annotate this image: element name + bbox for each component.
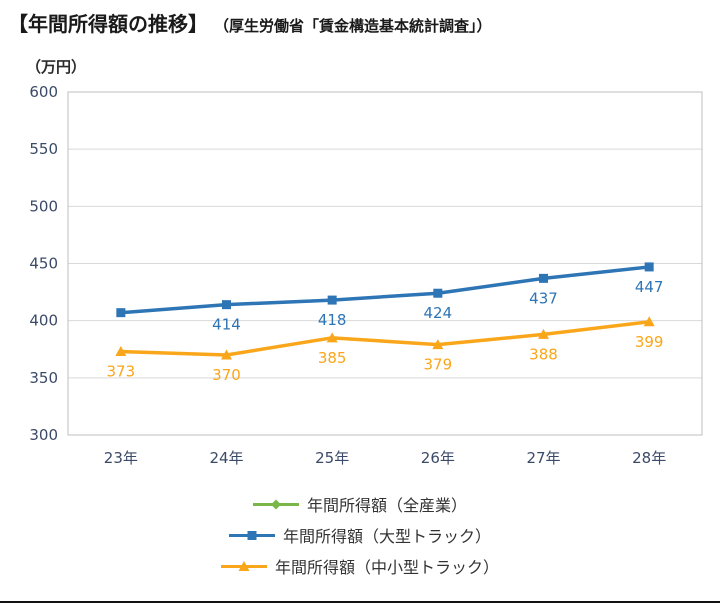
- y-axis-unit-label: （万円）: [26, 58, 87, 76]
- legend-label: 年間所得額（全産業）: [306, 496, 467, 515]
- svg-text:414: 414: [212, 316, 241, 334]
- svg-text:370: 370: [212, 366, 241, 384]
- chart-legend: 年間所得額（全産業） 年間所得額（大型トラック） 年間所得額（中小型トラック）: [0, 492, 720, 578]
- svg-text:437: 437: [529, 289, 558, 307]
- svg-text:28年: 28年: [632, 449, 666, 467]
- svg-text:385: 385: [318, 349, 347, 367]
- svg-text:23年: 23年: [104, 449, 138, 467]
- svg-text:500: 500: [29, 197, 58, 215]
- line-chart: 300 350 400 450 500 550 600 23年 24年 25年 26年 27年 28年 4…: [29, 83, 703, 467]
- svg-text:379: 379: [424, 356, 453, 374]
- header: 【年間所得額の推移】 （厚生労働省「賃金構造基本統計調査」）: [8, 8, 712, 37]
- legend-label: 年間所得額（大型トラック）: [282, 527, 491, 546]
- svg-text:373: 373: [107, 363, 136, 381]
- svg-text:300: 300: [29, 426, 58, 444]
- svg-text:25年: 25年: [315, 449, 349, 467]
- svg-text:350: 350: [29, 369, 58, 387]
- svg-text:600: 600: [29, 83, 58, 101]
- legend-item: 年間所得額（中小型トラック）: [220, 554, 499, 578]
- bottom-divider: [0, 601, 720, 603]
- svg-text:399: 399: [635, 333, 664, 351]
- svg-text:27年: 27年: [526, 449, 560, 467]
- chart-source: （厚生労働省「賃金構造基本統計調査」）: [214, 17, 492, 35]
- svg-text:550: 550: [29, 140, 58, 158]
- square-marker-icon: [228, 530, 275, 540]
- svg-text:450: 450: [29, 255, 58, 273]
- svg-text:24年: 24年: [209, 449, 243, 467]
- svg-text:400: 400: [29, 312, 58, 330]
- svg-text:26年: 26年: [421, 449, 455, 467]
- legend-label: 年間所得額（中小型トラック）: [274, 558, 499, 577]
- triangle-marker-icon: [220, 560, 267, 571]
- svg-text:424: 424: [424, 304, 453, 322]
- svg-text:388: 388: [529, 345, 558, 363]
- legend-item: 年間所得額（全産業）: [252, 492, 467, 516]
- svg-text:418: 418: [318, 311, 347, 329]
- svg-text:447: 447: [635, 278, 664, 296]
- legend-item: 年間所得額（大型トラック）: [228, 523, 491, 547]
- chart-title: 【年間所得額の推移】: [8, 12, 208, 36]
- diamond-marker-icon: [252, 499, 299, 509]
